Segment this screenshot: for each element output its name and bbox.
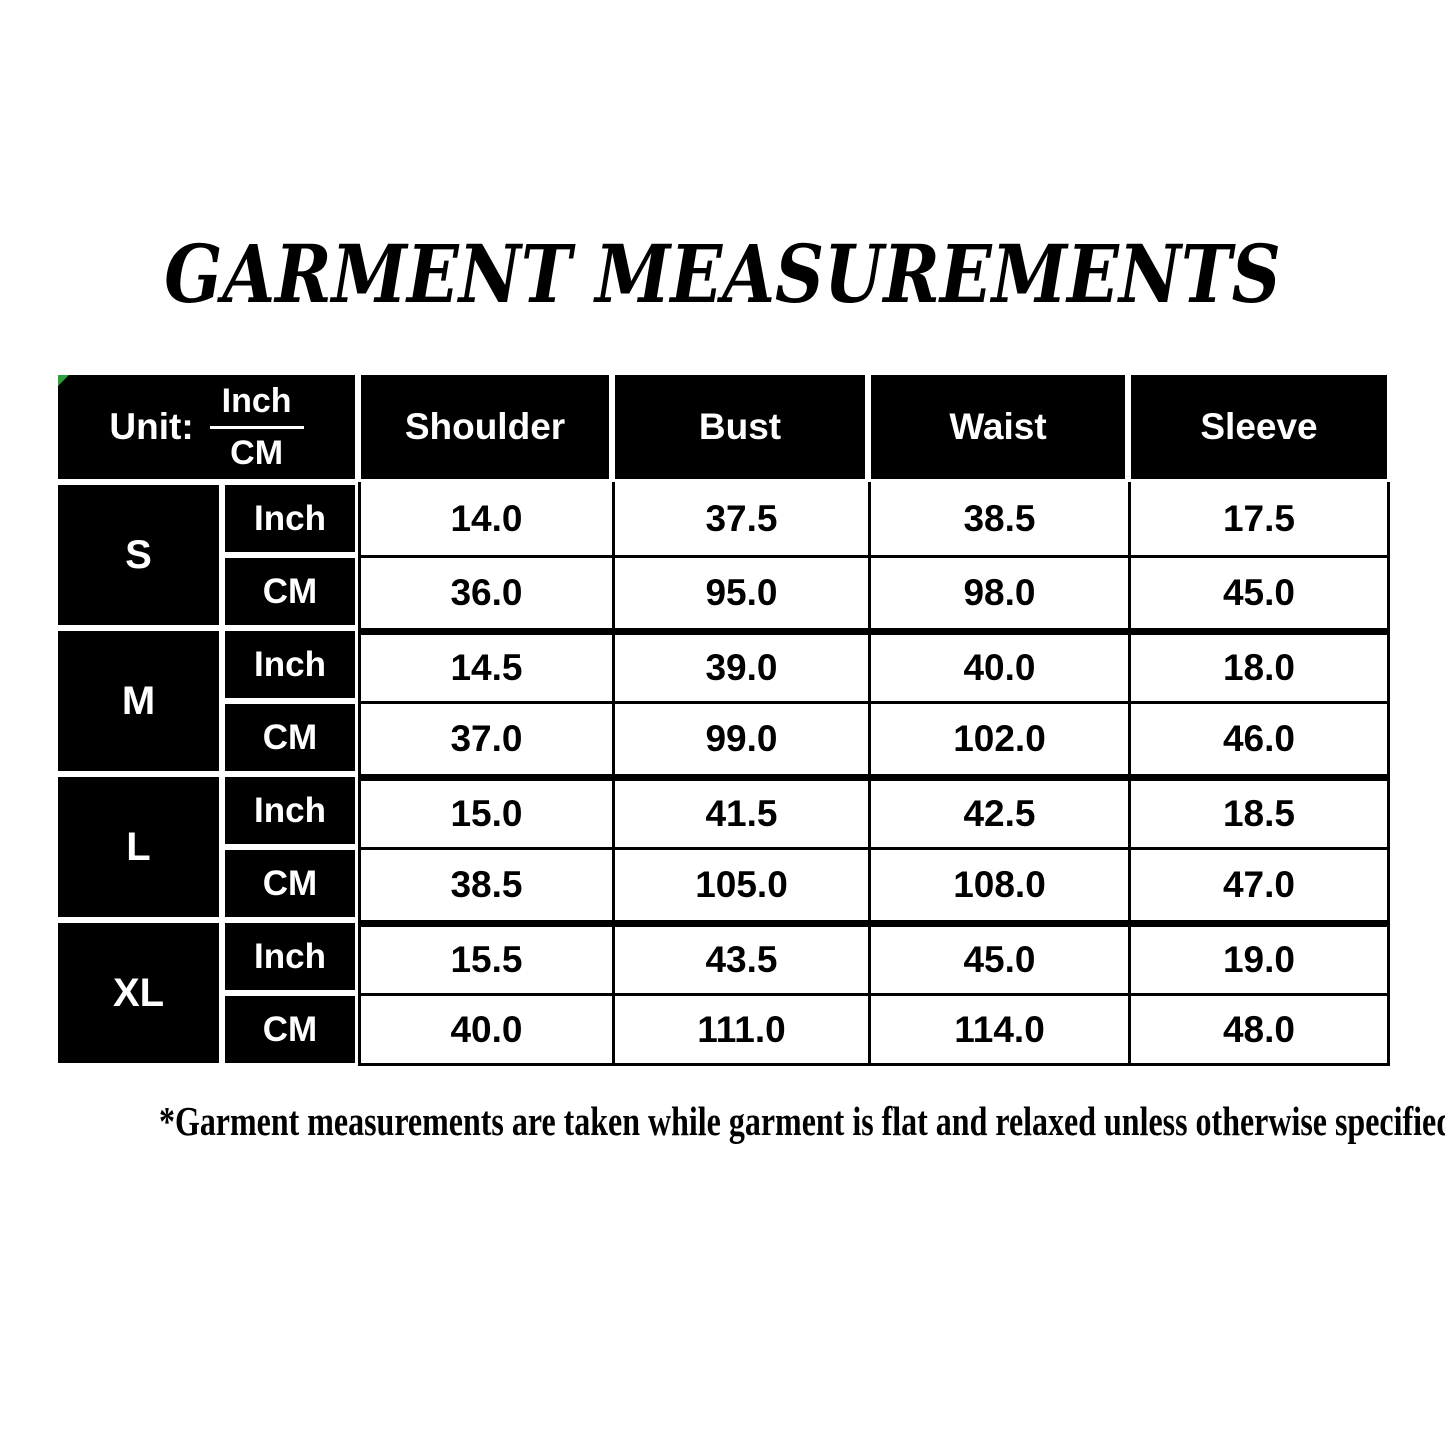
- cell-l-cm-shoulder: 38.5: [358, 847, 612, 920]
- cell-l-inch-shoulder: 15.0: [358, 774, 612, 847]
- unit-cell-cm: CM: [222, 701, 358, 774]
- cell-m-inch-waist: 40.0: [868, 628, 1128, 701]
- column-header-shoulder: Shoulder: [358, 372, 612, 482]
- unit-cell-cm: CM: [222, 993, 358, 1066]
- table-row-l-cm: CM 38.5 105.0 108.0 47.0: [55, 847, 1390, 920]
- table-row-m-cm: CM 37.0 99.0 102.0 46.0: [55, 701, 1390, 774]
- cell-m-inch-bust: 39.0: [612, 628, 868, 701]
- table-row-s-inch: S Inch 14.0 37.5 38.5 17.5: [55, 482, 1390, 628]
- unit-cell-inch: Inch: [222, 774, 358, 847]
- cell-xl-cm-waist: 114.0: [868, 993, 1128, 1066]
- table-row-s-cm: CM 36.0 95.0 98.0 45.0: [55, 555, 1390, 628]
- cell-m-cm-sleeve: 46.0: [1128, 701, 1390, 774]
- footnote: *Garment measurements are taken while ga…: [158, 1098, 1445, 1144]
- cell-l-cm-waist: 108.0: [868, 847, 1128, 920]
- size-label-s: S: [55, 482, 222, 628]
- cell-s-cm-shoulder: 36.0: [358, 555, 612, 628]
- cell-xl-cm-shoulder: 40.0: [358, 993, 612, 1066]
- column-header-bust: Bust: [612, 372, 868, 482]
- cell-l-inch-bust: 41.5: [612, 774, 868, 847]
- unit-inch-label: Inch: [209, 380, 304, 429]
- corner-marker-icon: [58, 375, 69, 386]
- size-label-xl: XL: [55, 920, 222, 1066]
- cell-xl-cm-sleeve: 48.0: [1128, 993, 1390, 1066]
- cell-s-inch-sleeve: 17.5: [1128, 482, 1390, 555]
- cell-xl-cm-bust: 111.0: [612, 993, 868, 1066]
- cell-xl-inch-bust: 43.5: [612, 920, 868, 993]
- cell-s-inch-waist: 38.5: [868, 482, 1128, 555]
- cell-xl-inch-waist: 45.0: [868, 920, 1128, 993]
- cell-s-cm-sleeve: 45.0: [1128, 555, 1390, 628]
- table-row-xl-inch: XL Inch 15.5 43.5 45.0 19.0: [55, 920, 1390, 1066]
- unit-fraction: Inch CM: [209, 380, 304, 474]
- column-header-waist: Waist: [868, 372, 1128, 482]
- cell-l-inch-waist: 42.5: [868, 774, 1128, 847]
- table-row-l-inch: L Inch 15.0 41.5 42.5 18.5: [55, 774, 1390, 920]
- cell-l-cm-sleeve: 47.0: [1128, 847, 1390, 920]
- cell-m-cm-shoulder: 37.0: [358, 701, 612, 774]
- cell-m-cm-waist: 102.0: [868, 701, 1128, 774]
- cell-l-cm-bust: 105.0: [612, 847, 868, 920]
- cell-s-inch-bust: 37.5: [612, 482, 868, 555]
- cell-s-inch-shoulder: 14.0: [358, 482, 612, 555]
- page-title: GARMENT MEASUREMENTS: [164, 227, 1281, 321]
- cell-l-inch-sleeve: 18.5: [1128, 774, 1390, 847]
- header-row: Unit: Inch CM Shoulder Bust Waist Sleeve: [55, 372, 1390, 482]
- cell-s-cm-waist: 98.0: [868, 555, 1128, 628]
- table-row-m-inch: M Inch 14.5 39.0 40.0 18.0: [55, 628, 1390, 774]
- table-row-xl-cm: CM 40.0 111.0 114.0 48.0: [55, 993, 1390, 1066]
- size-label-l: L: [55, 774, 222, 920]
- size-chart: Unit: Inch CM Shoulder Bust Waist Sleeve…: [55, 372, 1390, 1066]
- unit-cm-label: CM: [230, 433, 284, 472]
- unit-cell-inch: Inch: [222, 628, 358, 701]
- unit-cell-cm: CM: [222, 847, 358, 920]
- unit-cell-cm: CM: [222, 555, 358, 628]
- cell-xl-inch-sleeve: 19.0: [1128, 920, 1390, 993]
- cell-s-cm-bust: 95.0: [612, 555, 868, 628]
- unit-cell-inch: Inch: [222, 920, 358, 993]
- size-label-m: M: [55, 628, 222, 774]
- unit-label: Unit:: [109, 406, 194, 447]
- cell-m-inch-shoulder: 14.5: [358, 628, 612, 701]
- unit-cell-inch: Inch: [222, 482, 358, 555]
- column-header-sleeve: Sleeve: [1128, 372, 1390, 482]
- unit-header-cell: Unit: Inch CM: [55, 372, 358, 482]
- cell-xl-inch-shoulder: 15.5: [358, 920, 612, 993]
- size-chart-table: Unit: Inch CM Shoulder Bust Waist Sleeve…: [55, 372, 1390, 1066]
- cell-m-cm-bust: 99.0: [612, 701, 868, 774]
- cell-m-inch-sleeve: 18.0: [1128, 628, 1390, 701]
